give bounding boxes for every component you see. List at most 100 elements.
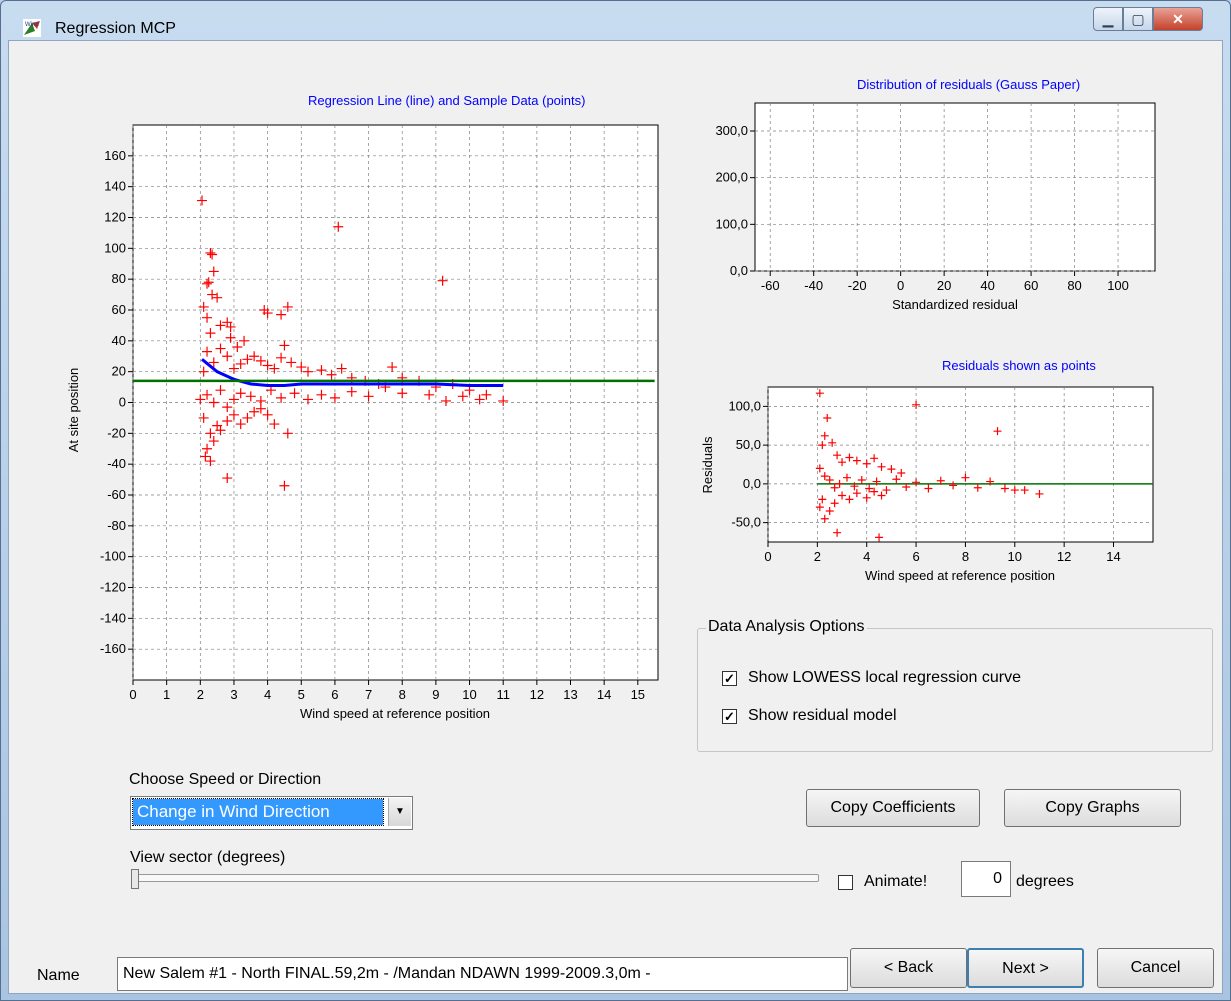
name-input[interactable]: New Salem #1 - North FINAL.59,2m - /Mand… [117,957,848,991]
data-point [1010,486,1019,495]
y-tick-label: 0 [119,395,126,410]
degrees-input[interactable]: 0 [961,861,1011,897]
x-axis-label: Standardized residual [892,297,1018,312]
data-point [235,419,246,430]
data-point [239,335,250,346]
data-point [818,495,827,504]
speed-direction-selected-value: Change in Wind Direction [132,798,384,826]
data-point [222,402,233,413]
data-point [316,365,327,376]
data-point [986,477,995,486]
data-point [208,266,219,277]
data-point [949,481,958,490]
copy-graphs-button[interactable]: Copy Graphs [1004,789,1181,827]
data-point [202,443,213,454]
data-point [200,451,211,462]
data-point [387,362,398,373]
data-point [838,458,847,467]
data-point [474,394,485,405]
x-tick-label: 20 [937,278,951,293]
y-tick-label: 140 [104,179,126,194]
x-tick-label: 12 [1057,549,1071,564]
y-tick-label: -160 [100,641,126,656]
data-point [961,473,970,482]
lowess-checkbox-label[interactable]: Show LOWESS local regression curve [748,669,1021,686]
data-point [303,366,313,377]
next-button[interactable]: Next > [967,948,1084,988]
residual-model-checkbox[interactable]: ✓ [722,709,737,724]
data-point [249,406,260,417]
main-regression-chart: 0 1 2 3 4 5 6 7 8 9 10 11 12 13 14 15160140120100806040… [66,124,659,721]
y-tick-label: 80 [112,271,126,286]
y-tick-label: 300,0 [715,123,748,138]
data-point [228,363,239,374]
close-button[interactable]: ✕ [1153,7,1203,31]
view-sector-slider-thumb[interactable] [131,869,139,889]
data-point [205,428,216,439]
data-point [282,301,293,312]
gauss-chart-title: Distribution of residuals (Gauss Paper) [857,77,1081,92]
data-point [1000,484,1009,493]
data-point [892,475,901,484]
data-point [481,389,492,400]
data-point [269,363,280,374]
data-point [202,389,213,400]
data-point [498,395,509,406]
data-point [852,489,861,498]
x-tick-label: -60 [761,278,780,293]
data-point [262,409,273,420]
y-tick-label: 20 [112,364,126,379]
view-sector-slider[interactable] [134,874,819,882]
data-point [825,476,834,484]
x-axis-label: Wind speed at reference position [300,706,490,721]
data-point [818,441,827,450]
data-point [225,332,236,343]
x-tick-label: 4 [863,549,870,564]
y-tick-label: -60 [107,487,126,502]
data-point [205,328,216,339]
data-point [215,320,226,331]
data-point [212,292,223,303]
x-tick-label: 8 [399,687,406,702]
y-tick-label: 100 [104,240,126,255]
chevron-down-icon[interactable]: ▼ [388,798,411,826]
x-tick-label: 13 [563,687,577,702]
x-tick-label: 100 [1107,278,1129,293]
maximize-button[interactable]: ▢ [1123,7,1153,31]
speed-direction-select[interactable]: Change in Wind Direction ▼ [130,796,413,830]
data-point [870,487,879,496]
data-point [225,321,236,332]
data-point [825,507,834,515]
x-tick-label: 60 [1024,278,1038,293]
data-point [303,394,313,405]
y-tick-label: 100,0 [728,398,761,413]
x-tick-label: -20 [848,278,867,293]
y-tick-label: 0,0 [743,476,761,491]
data-point [255,355,266,366]
residual-model-checkbox-label[interactable]: Show residual model [748,707,897,724]
data-point [207,289,218,300]
y-tick-label: 120 [104,210,126,225]
back-button[interactable]: < Back [850,948,967,988]
y-tick-label: -120 [100,580,126,595]
data-point [289,388,300,399]
copy-coefficients-button[interactable]: Copy Coefficients [806,789,980,827]
y-tick-label: -140 [100,610,126,625]
data-point [282,428,293,439]
title-bar[interactable]: Wind Regression MCP ▁ ▢ ✕ [1,1,1230,41]
data-point [830,499,839,508]
cancel-button[interactable]: Cancel [1097,948,1214,988]
animate-checkbox[interactable] [838,875,853,890]
data-point [329,392,340,403]
animate-checkbox-label[interactable]: Animate! [864,873,928,890]
data-point [437,275,448,286]
data-point [815,389,824,398]
x-tick-label: 0 [764,549,771,564]
x-tick-label: 12 [530,687,544,702]
data-point [823,414,832,422]
gauss-residual-chart: -60 -40 -20 0 20 40 60 80 100 300,0 200,0 100,0 0,0 S… [715,102,1156,312]
x-tick-label: 3 [230,687,237,702]
lowess-checkbox[interactable]: ✓ [722,671,737,686]
minimize-button[interactable]: ▁ [1093,7,1123,31]
data-point [870,454,879,463]
